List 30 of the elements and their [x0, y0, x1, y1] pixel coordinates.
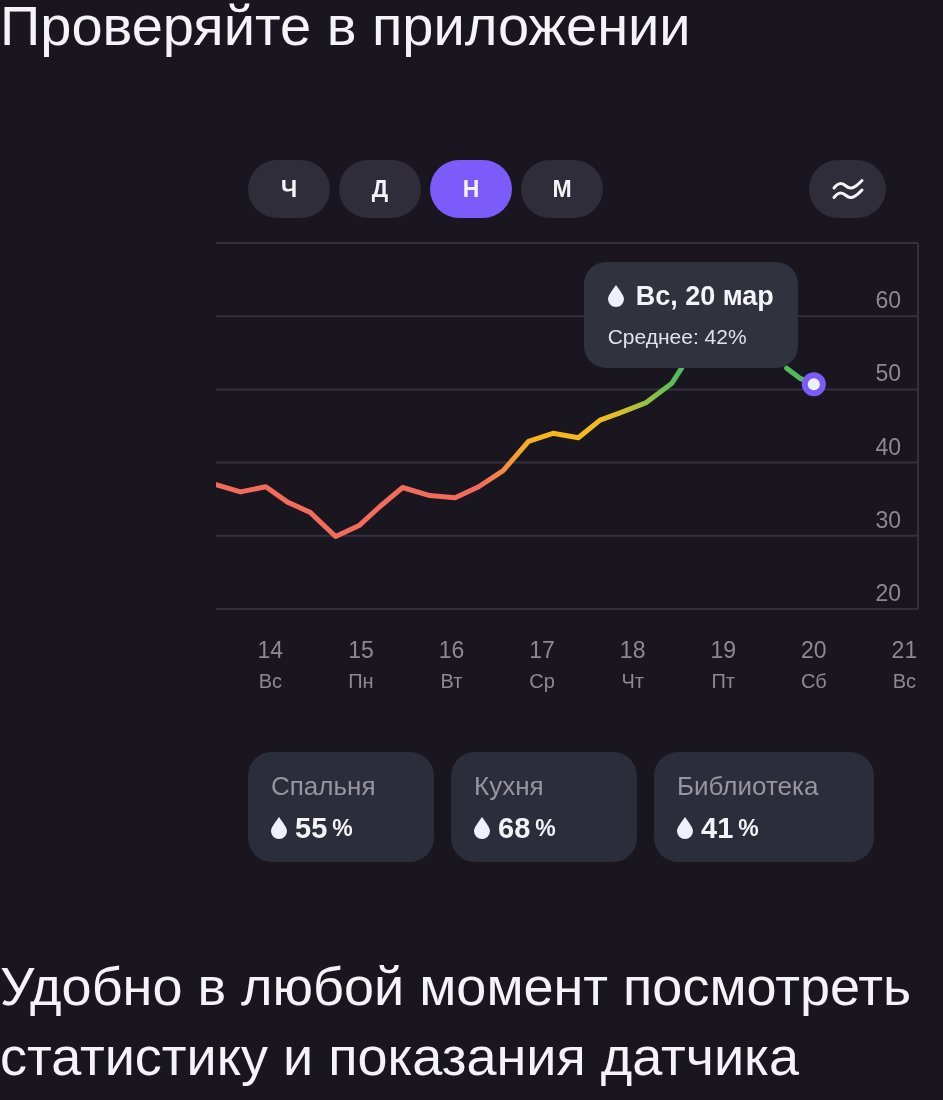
annotation: Вс, 20 мар Среднее: 42% — [607, 280, 774, 351]
button: Д — [339, 160, 421, 218]
x-tick-label: 14 Вс — [257, 637, 284, 692]
x-tick-label: 20 Сб — [800, 637, 827, 692]
x-tick-label: 19 Пт — [710, 637, 737, 692]
button: Н — [430, 160, 512, 218]
chart-title: Проверяйте в приложении — [0, 0, 691, 58]
category-label: Кухня — [474, 771, 545, 801]
y-tick-label: 30 — [875, 506, 901, 533]
y-tick-label: 40 — [875, 433, 901, 460]
x-tick-label: 18 Чт — [619, 637, 646, 692]
button: М — [521, 160, 603, 218]
category-label: Библиотека — [677, 771, 819, 801]
data-label: 41 — [701, 811, 734, 845]
x-tick-label: 15 Пн — [348, 637, 374, 692]
data-label: 68 — [498, 811, 531, 845]
y-tick-label: 20 — [875, 580, 901, 606]
card: Спальня 55 % — [248, 752, 434, 862]
x-tick-label: 21 Вс — [891, 637, 918, 692]
text: Удобно в любой момент посмотреть статистику и показания датчика — [0, 955, 913, 1088]
x-tick-label: 17 Ср — [529, 637, 555, 692]
card: Кухня 68 % — [451, 752, 637, 862]
category-label: Спальня — [271, 771, 377, 801]
y-tick-label: 50 — [875, 360, 901, 387]
x-tick-label: 16 Вт — [438, 637, 465, 692]
button: Ч — [248, 160, 330, 218]
data-label: 55 — [295, 811, 328, 845]
tooltip: Вс, 20 мар Среднее: 42% — [583, 262, 798, 369]
y-tick-label: 60 — [875, 287, 901, 314]
card: Библиотека 41 % — [654, 752, 875, 862]
